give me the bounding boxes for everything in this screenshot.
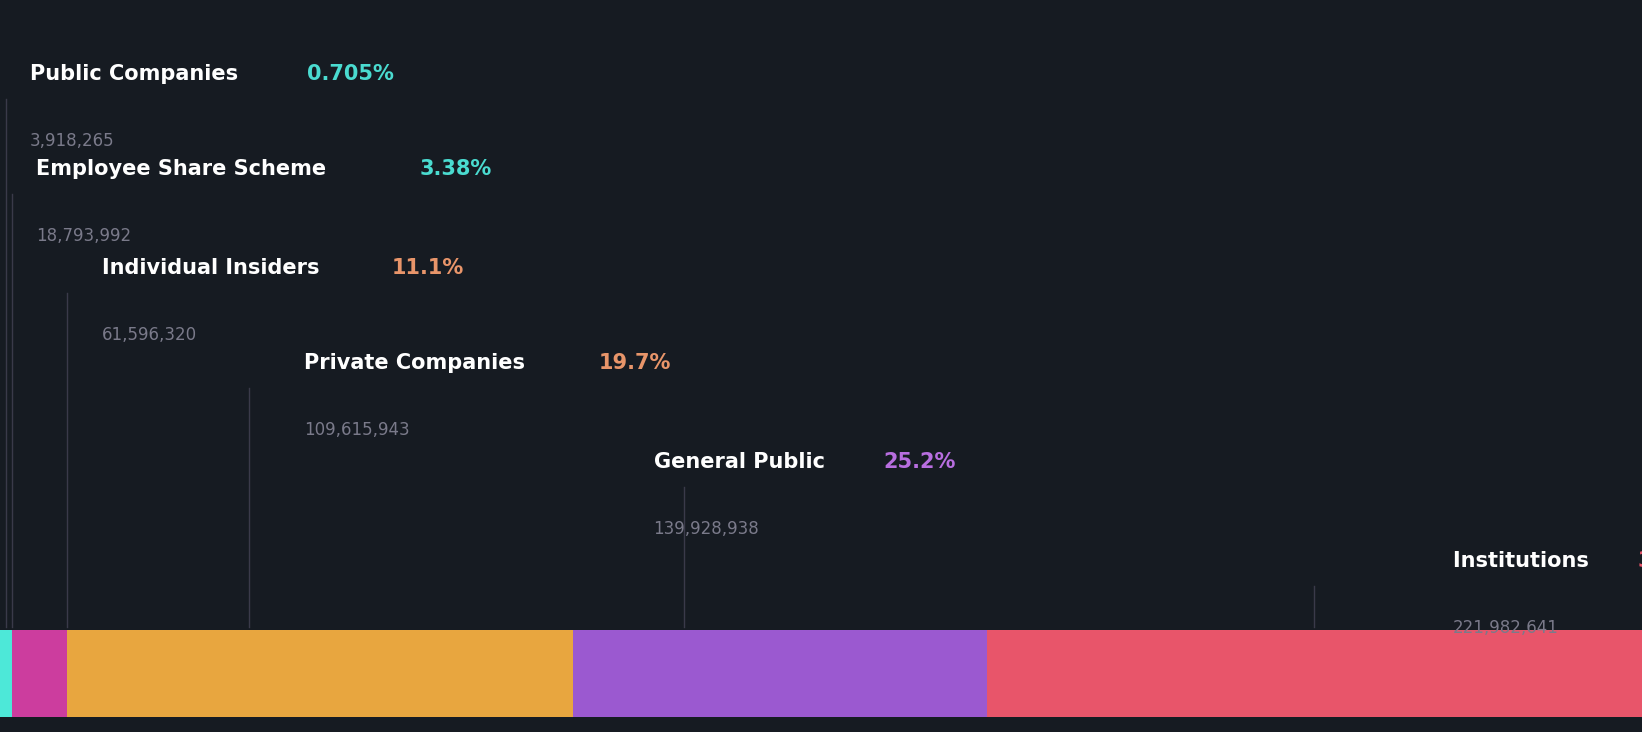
- Text: Employee Share Scheme: Employee Share Scheme: [36, 160, 333, 179]
- Text: 0.705%: 0.705%: [307, 64, 394, 84]
- Text: 25.2%: 25.2%: [883, 452, 956, 472]
- Text: 18,793,992: 18,793,992: [36, 227, 131, 245]
- Text: Institutions: Institutions: [1453, 551, 1596, 571]
- Text: 3,918,265: 3,918,265: [30, 132, 115, 150]
- Bar: [250, 630, 573, 717]
- Text: 221,982,641: 221,982,641: [1453, 619, 1558, 637]
- Bar: [573, 630, 987, 717]
- Text: Public Companies: Public Companies: [30, 64, 245, 84]
- Bar: [0, 630, 11, 717]
- Text: 11.1%: 11.1%: [392, 258, 465, 278]
- Text: 109,615,943: 109,615,943: [304, 421, 409, 439]
- Text: Private Companies: Private Companies: [304, 354, 532, 373]
- Bar: [987, 630, 1642, 717]
- Text: 39.9%: 39.9%: [1637, 551, 1642, 571]
- Text: 61,596,320: 61,596,320: [102, 326, 197, 344]
- Text: 19.7%: 19.7%: [598, 354, 670, 373]
- Bar: [11, 630, 67, 717]
- Text: 139,928,938: 139,928,938: [654, 520, 759, 538]
- Text: General Public: General Public: [654, 452, 832, 472]
- Bar: [67, 630, 250, 717]
- Text: Individual Insiders: Individual Insiders: [102, 258, 327, 278]
- Text: 3.38%: 3.38%: [420, 160, 493, 179]
